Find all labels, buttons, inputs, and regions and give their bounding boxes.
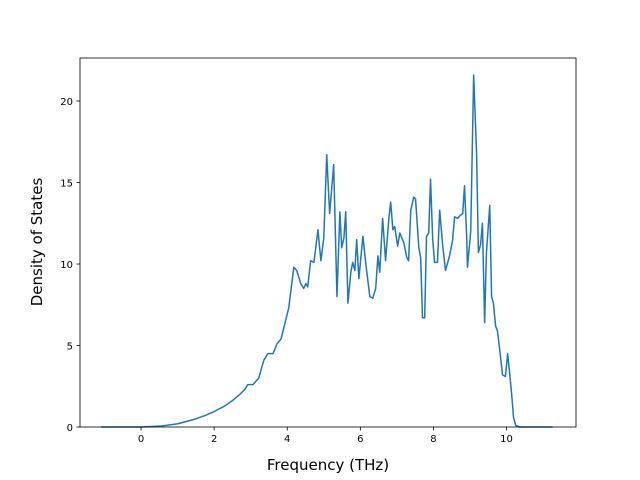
y-tick-label: 5 (67, 342, 73, 353)
x-tick-label: 4 (284, 434, 290, 445)
y-tick-label: 15 (60, 179, 73, 190)
x-tick-label: 0 (138, 434, 144, 445)
y-tick-label: 0 (67, 423, 73, 434)
plot-frame (79, 57, 577, 428)
data-line (101, 74, 553, 428)
y-tick-label: 20 (60, 97, 73, 108)
y-axis-label: Density of States (28, 178, 46, 307)
y-tick-label: 10 (60, 260, 73, 271)
x-tick-label: 8 (430, 434, 436, 445)
x-axis-label: Frequency (THz) (267, 456, 389, 474)
x-tick-label: 6 (357, 434, 363, 445)
x-tick-label: 10 (500, 434, 513, 445)
x-tick-label: 2 (211, 434, 217, 445)
